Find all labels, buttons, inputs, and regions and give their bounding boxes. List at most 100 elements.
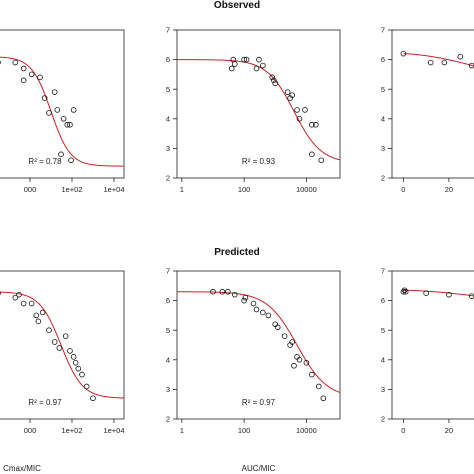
fit-curve (0, 291, 125, 399)
y-tick-label: 7 (166, 26, 170, 35)
data-point (225, 288, 231, 295)
x-tick-label: 000 (24, 426, 37, 435)
y-tick-label: 6 (166, 55, 170, 64)
data-point (56, 345, 63, 351)
data-point (54, 107, 61, 113)
data-point (20, 65, 27, 72)
data-point (242, 294, 249, 301)
data-point (219, 288, 226, 295)
y-tick-label: 7 (381, 26, 385, 35)
x-tick-label: 100 (238, 426, 251, 435)
data-point (401, 287, 408, 294)
y-tick-label: 6 (381, 55, 385, 64)
data-point (90, 395, 96, 402)
data-point (41, 95, 48, 101)
data-point (12, 59, 19, 66)
data-point (281, 333, 288, 339)
x-tick-label: 0 (401, 426, 405, 435)
y-tick-label: 3 (166, 385, 170, 394)
data-point (315, 383, 322, 390)
x-tick-label: 100 (238, 185, 251, 194)
y-tick-label: 4 (166, 114, 170, 123)
data-point (260, 309, 266, 316)
x-tick-label: 1 (180, 426, 184, 435)
panel-5: 1 100 10000 2 3 4 5 6 7 R² = 0.97 AUC/MIC (166, 267, 341, 473)
data-point (64, 121, 71, 128)
plot-frame (0, 29, 125, 179)
data-point (68, 157, 74, 164)
data-point (309, 371, 315, 378)
data-point (441, 59, 448, 66)
data-point (309, 151, 315, 158)
fit-curve (403, 289, 474, 297)
data-point (400, 288, 407, 295)
data-point (62, 333, 69, 339)
data-point (256, 56, 262, 63)
y-tick-label: 2 (381, 174, 385, 183)
y-tick-label: 6 (381, 296, 385, 305)
data-point (296, 116, 303, 122)
data-point (427, 59, 434, 66)
data-point (289, 92, 295, 98)
panel-6: 02040234567 (381, 267, 474, 435)
data-point (253, 306, 260, 313)
x-tick-label: 0 (401, 185, 405, 194)
data-point (294, 107, 300, 113)
y-tick-label: 3 (381, 385, 385, 394)
data-point (37, 74, 43, 81)
data-point (243, 56, 250, 63)
plot-frame (176, 270, 341, 420)
data-point (320, 395, 327, 402)
y-tick-label: 2 (166, 174, 170, 183)
y-tick-label: 2 (381, 415, 385, 424)
data-point (51, 339, 58, 345)
y-tick-label: 5 (166, 326, 170, 335)
data-point (271, 77, 277, 84)
y-tick-label: 4 (166, 355, 170, 364)
data-point (272, 80, 279, 87)
y-tick-label: 5 (381, 326, 385, 335)
data-point (231, 291, 238, 298)
data-point (253, 65, 260, 72)
data-point (241, 56, 247, 63)
y-tick-label: 7 (166, 267, 170, 276)
x-tick-label: 1 (180, 185, 184, 194)
data-point (284, 89, 291, 95)
y-tick-label: 5 (381, 85, 385, 94)
data-point (274, 324, 281, 331)
data-point (33, 312, 40, 319)
data-point (289, 339, 295, 345)
data-point (67, 348, 73, 354)
fit-curve (177, 291, 341, 393)
y-tick-label: 4 (381, 355, 385, 364)
x-tick-label: 20 (445, 185, 453, 194)
x-tick-label: 20 (445, 426, 453, 435)
y-tick-label: 3 (166, 144, 170, 153)
data-point (269, 74, 276, 81)
data-point (318, 157, 325, 164)
data-point (39, 309, 46, 316)
data-point (70, 107, 77, 113)
data-point (241, 297, 247, 304)
x-tick-label: 1e+02 (61, 426, 82, 435)
data-point (400, 50, 407, 57)
section-title-observed: Observed (214, 0, 260, 11)
plot-frame (391, 29, 474, 179)
data-point (468, 62, 474, 69)
y-tick-label: 5 (166, 85, 170, 94)
data-point (46, 327, 52, 334)
data-point (35, 318, 42, 325)
data-point (210, 288, 216, 295)
r-squared-label: R² = 0.97 (28, 398, 62, 407)
data-point (51, 89, 58, 95)
panel-2: 1 100 10000 2 3 4 5 6 7 R² = 0.93 (166, 26, 341, 194)
data-point (312, 121, 319, 128)
fit-curve (177, 59, 341, 161)
data-point (468, 293, 474, 299)
section-title-predicted: Predicted (214, 247, 260, 258)
data-point (228, 65, 235, 72)
data-point (72, 359, 79, 366)
data-point (457, 53, 464, 60)
x-tick-label: 1e+04 (103, 185, 124, 194)
